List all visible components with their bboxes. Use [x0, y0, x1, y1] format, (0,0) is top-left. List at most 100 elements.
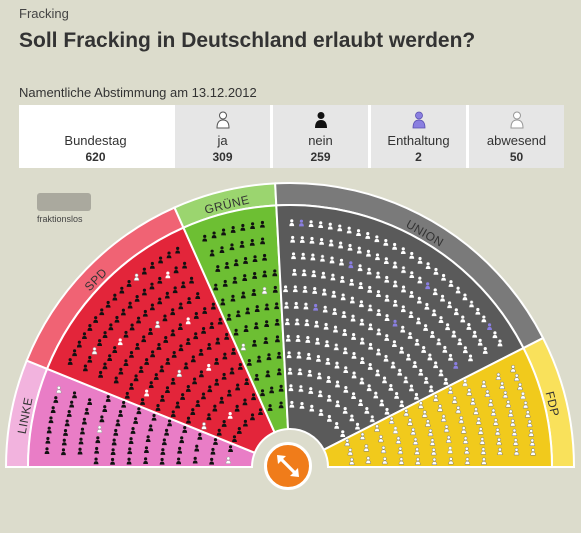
seat-icon [93, 457, 99, 465]
seat-icon [443, 377, 449, 385]
seat-icon [433, 361, 439, 369]
seat-icon [159, 457, 165, 465]
seat-icon [124, 391, 130, 399]
seat-icon [267, 404, 273, 411]
seat-icon [423, 324, 429, 331]
stat-ja[interactable]: ja 309 [172, 105, 270, 168]
seat-icon [278, 401, 284, 409]
seat-icon [94, 446, 100, 454]
seat-icon [102, 405, 108, 412]
stat-abwesend[interactable]: abwesend 50 [466, 105, 564, 168]
seat-icon [170, 410, 176, 418]
seat-icon [495, 372, 502, 380]
seat-icon [82, 364, 88, 372]
seat-icon [309, 404, 315, 412]
seat-icon [76, 340, 82, 348]
seat-icon [394, 391, 400, 399]
seat-icon [493, 418, 499, 426]
seat-icon [375, 253, 380, 261]
seat-icon [332, 308, 338, 315]
seat-icon [149, 261, 155, 269]
seat-icon [91, 347, 98, 355]
seat-icon [342, 347, 348, 355]
seat-icon [508, 409, 514, 417]
seat-icon [220, 298, 226, 306]
sector-spd[interactable] [45, 226, 276, 455]
seat-icon [392, 261, 398, 269]
expand-button[interactable] [264, 442, 312, 490]
seat-icon [258, 408, 263, 416]
stat-nein[interactable]: nein 259 [270, 105, 368, 168]
seat-icon [136, 316, 141, 324]
seat-icon [383, 354, 389, 362]
seat-icon [202, 307, 208, 314]
seat-icon [328, 239, 334, 247]
seat-icon [228, 445, 233, 452]
seat-icon [403, 408, 409, 417]
seat-icon [366, 267, 372, 275]
seat-icon [105, 300, 111, 308]
seat-icon [206, 343, 212, 350]
seat-icon [260, 237, 265, 245]
seat-icon [364, 406, 370, 414]
seat-icon [237, 362, 243, 370]
stat-bundestag[interactable]: Bundestag 620 [19, 105, 172, 168]
seat-icon [428, 385, 434, 393]
seat-icon [142, 288, 147, 296]
seat-icon [383, 238, 389, 246]
seat-icon [210, 447, 216, 455]
stat-enthaltung[interactable]: Enthaltung 2 [368, 105, 466, 168]
seat-icon [276, 351, 282, 359]
seat-icon [252, 255, 258, 263]
seat-icon [431, 309, 437, 317]
seat-icon [399, 400, 405, 408]
seat-icon [201, 392, 206, 400]
seat-icon [149, 303, 155, 311]
seat-icon [407, 418, 413, 426]
seat-icon [266, 353, 272, 361]
seat-icon [110, 457, 115, 465]
seat-icon [349, 278, 355, 286]
seat-icon [134, 294, 140, 302]
seat-icon [63, 429, 68, 436]
seat-icon [195, 400, 201, 407]
seat-icon [468, 354, 473, 362]
seat-icon [505, 400, 511, 408]
stat-abwesend-label: abwesend [486, 133, 547, 148]
seat-icon [206, 363, 212, 371]
stat-abwesend-value: 50 [509, 150, 524, 164]
seat-icon [368, 342, 373, 350]
seat-icon [400, 305, 406, 313]
seat-icon [288, 384, 294, 392]
seat-icon [265, 370, 271, 378]
seat-icon [470, 397, 476, 406]
seat-icon [156, 343, 162, 350]
seat-icon [178, 344, 184, 352]
seat-icon [95, 436, 101, 444]
seat-icon [520, 391, 526, 400]
stat-enthaltung-value: 2 [415, 150, 422, 164]
seat-icon [347, 243, 353, 251]
seat-icon [425, 262, 431, 270]
seat-icon [408, 311, 414, 319]
sector-union[interactable] [275, 204, 525, 452]
seat-icon [481, 380, 487, 388]
seat-icon [425, 282, 431, 290]
seat-icon [308, 387, 314, 394]
seat-icon [417, 256, 423, 264]
seat-icon [82, 332, 87, 340]
seat-icon [180, 393, 186, 400]
seat-icon [380, 445, 387, 454]
seat-icon [382, 376, 387, 384]
seat-icon [397, 368, 403, 376]
seat-icon [107, 354, 113, 361]
seat-icon [254, 305, 260, 312]
seat-icon [427, 428, 434, 437]
seat-icon [242, 274, 248, 281]
seat-icon [403, 376, 409, 384]
seat-icon [412, 361, 418, 368]
seat-icon [98, 370, 104, 378]
seat-icon [263, 337, 269, 344]
seat-icon [418, 401, 424, 409]
seat-icon [186, 416, 191, 424]
